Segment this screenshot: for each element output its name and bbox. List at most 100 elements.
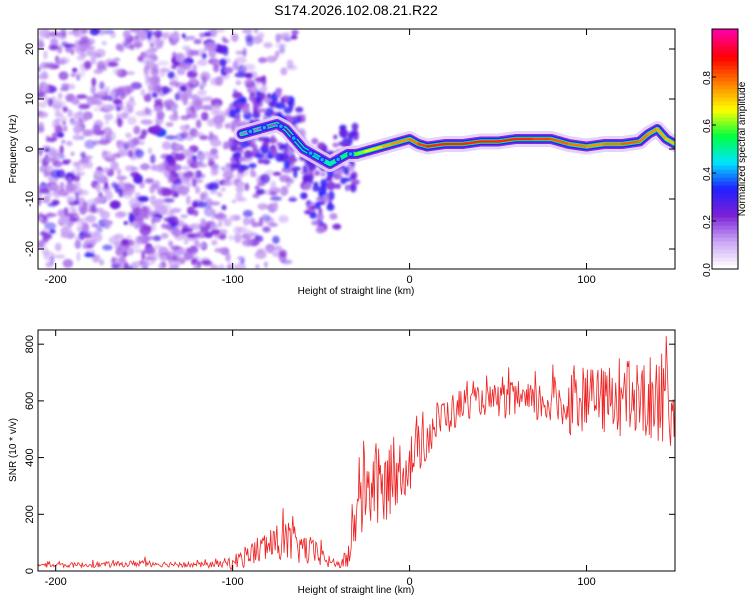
heatmap-cell <box>60 29 67 38</box>
heatmap-cell <box>99 81 105 90</box>
ridge-segment <box>664 137 675 146</box>
heatmap-cell <box>291 166 302 171</box>
heatmap-cell <box>218 264 225 269</box>
heatmap-cell <box>151 216 162 223</box>
heatmap-cell <box>332 142 339 148</box>
heatmap-cell <box>150 252 160 257</box>
colorbar-swatch <box>712 233 738 238</box>
heatmap-cell <box>84 252 95 258</box>
heatmap-cell <box>133 39 141 47</box>
heatmap-cell <box>199 134 209 141</box>
colorbar-gradient <box>712 29 738 270</box>
colorbar-swatch <box>712 93 738 98</box>
heatmap-cell <box>70 212 80 222</box>
heatmap-cell <box>170 31 180 40</box>
heatmap-cell <box>181 165 191 171</box>
heatmap-cell <box>81 233 93 239</box>
heatmap-cell <box>90 85 97 95</box>
heatmap-cell <box>237 256 243 261</box>
heatmap-cell <box>210 229 221 235</box>
heatmap-cell <box>170 227 181 237</box>
heatmap-cell <box>63 207 69 217</box>
heatmap-cell <box>79 46 91 52</box>
heatmap-cell <box>59 168 65 179</box>
heatmap-cell <box>175 133 187 142</box>
colorbar-swatch <box>712 101 738 106</box>
heatmap-cell <box>150 166 161 171</box>
heatmap-cell <box>99 259 104 266</box>
heatmap-cell <box>167 255 173 264</box>
spectrogram-frame <box>37 28 676 270</box>
heatmap-cell <box>44 222 57 230</box>
heatmap-cell <box>257 108 268 113</box>
heatmap-cell <box>288 197 298 202</box>
heatmap-cell <box>191 199 204 208</box>
heatmap-cell <box>111 182 118 189</box>
heatmap-cell <box>223 218 232 227</box>
heatmap-cell <box>301 192 308 199</box>
heatmap-cell <box>311 220 321 226</box>
heatmap-cell <box>54 254 66 259</box>
heatmap-cell <box>328 190 335 201</box>
heatmap-cell <box>157 207 167 214</box>
heatmap-cell <box>44 157 57 163</box>
heatmap-cell <box>195 170 202 179</box>
colorbar-swatch <box>712 229 738 234</box>
heatmap-cell <box>144 49 156 55</box>
heatmap-cell <box>80 35 89 45</box>
heatmap-cell <box>189 77 198 85</box>
heatmap-cell <box>139 259 145 265</box>
heatmap-cell <box>256 188 266 195</box>
heatmap-cell <box>232 118 241 127</box>
heatmap-cell <box>143 94 152 103</box>
heatmap-cell <box>107 61 119 67</box>
heatmap-cell <box>180 214 189 219</box>
heatmap-cell <box>226 263 232 269</box>
heatmap-cell <box>242 209 253 218</box>
heatmap-cell <box>188 112 198 120</box>
colorbar-swatch <box>712 165 738 170</box>
heatmap-cell <box>255 264 260 269</box>
heatmap-cell <box>230 163 239 169</box>
colorbar-swatch <box>712 57 738 62</box>
colorbar-swatch <box>712 61 738 66</box>
colorbar-swatch <box>712 37 738 42</box>
heatmap-cell <box>89 49 97 57</box>
heatmap-cell <box>61 139 66 144</box>
heatmap-cell <box>217 192 223 197</box>
colorbar-tick-label: 0.0 <box>702 263 713 277</box>
heatmap-cell <box>273 54 279 61</box>
heatmap-cell <box>280 67 288 76</box>
heatmap-cell <box>258 57 267 64</box>
heatmap-cell <box>102 127 113 136</box>
colorbar-ticks: 0.0 0.2 0.4 0.6 0.8 <box>702 71 716 277</box>
colorbar-swatch <box>712 81 738 86</box>
heatmap-cell <box>244 72 254 79</box>
colorbar-tick-label: 0.4 <box>702 167 713 181</box>
heatmap-cell <box>263 261 268 268</box>
heatmap-cell <box>73 31 83 38</box>
heatmap-cell <box>211 210 216 221</box>
heatmap-cell <box>326 203 335 211</box>
heatmap-cell <box>215 76 224 86</box>
heatmap-cell <box>38 101 47 108</box>
colorbar-swatch <box>712 265 738 270</box>
heatmap-cell <box>116 105 121 112</box>
heatmap-cell <box>262 226 271 233</box>
heatmap-cell <box>72 67 78 73</box>
heatmap-cell <box>127 116 137 125</box>
heatmap-cell <box>38 216 44 221</box>
colorbar-swatch <box>712 105 738 110</box>
colorbar-swatch <box>712 149 738 154</box>
heatmap-cell <box>42 233 52 240</box>
colorbar-swatch <box>712 173 738 178</box>
colorbar-swatch <box>712 125 738 130</box>
heatmap-cell <box>315 197 324 201</box>
heatmap-cell <box>152 235 162 242</box>
heatmap-cell <box>245 33 254 43</box>
heatmap-cell <box>351 122 359 131</box>
heatmap-cell <box>102 29 115 35</box>
heatmap-cell <box>55 245 61 251</box>
heatmap-cell <box>332 223 342 230</box>
heatmap-cell <box>90 55 97 65</box>
